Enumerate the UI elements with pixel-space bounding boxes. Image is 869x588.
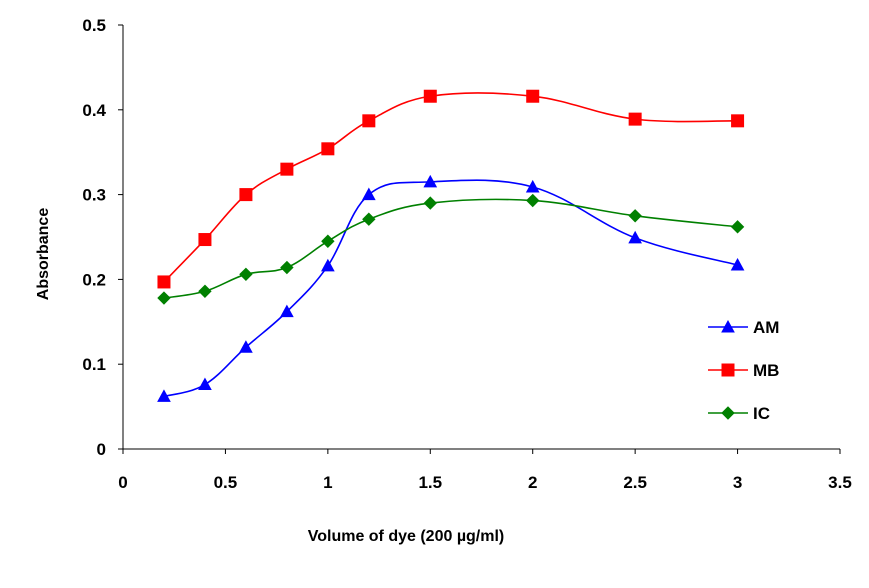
- data-point-mb: [280, 162, 294, 176]
- data-point-ic: [157, 291, 171, 305]
- data-point-mb: [198, 233, 212, 247]
- x-ticks: 0 0.5 1 1.5 2 2.5 3 3.5: [118, 449, 852, 492]
- series-line-ic: [163, 198, 738, 299]
- data-point-am: [321, 258, 335, 272]
- legend-marker-mb: [721, 363, 735, 377]
- legend-label-ic: IC: [753, 404, 770, 423]
- data-point-ic: [321, 234, 335, 248]
- x-axis-title: Volume of dye (200 µg/ml): [308, 528, 505, 545]
- y-tick-label: 0.2: [82, 270, 106, 289]
- x-tick-label: 3: [733, 473, 742, 492]
- y-tick-label: 0: [97, 440, 106, 459]
- data-point-ic: [526, 193, 540, 208]
- legend-marker-ic: [721, 406, 735, 420]
- series-layer: [157, 89, 745, 402]
- data-point-ic: [423, 196, 437, 210]
- x-tick-label: 1.5: [418, 473, 442, 492]
- x-tick-label: 2.5: [623, 473, 647, 492]
- data-point-mb: [526, 89, 540, 103]
- x-tick-label: 0.5: [214, 473, 238, 492]
- legend-label-mb: MB: [753, 361, 779, 380]
- data-point-am: [730, 257, 745, 271]
- data-point-am: [157, 389, 171, 402]
- data-point-ic: [362, 212, 376, 226]
- y-tick-label: 0.4: [82, 101, 106, 120]
- data-point-mb: [321, 142, 335, 156]
- data-point-ic: [628, 209, 642, 223]
- data-point-am: [525, 179, 540, 193]
- data-point-mb: [731, 114, 745, 128]
- data-point-ic: [730, 220, 745, 234]
- data-point-mb: [362, 114, 376, 128]
- data-point-am: [423, 174, 438, 188]
- data-point-mb: [157, 275, 171, 289]
- x-tick-label: 2: [528, 473, 537, 492]
- data-point-ic: [239, 267, 253, 282]
- data-point-ic: [280, 260, 294, 275]
- data-point-am: [280, 304, 294, 318]
- x-tick-label: 3.5: [828, 473, 852, 492]
- data-point-mb: [628, 112, 642, 126]
- legend-marker-am: [721, 319, 735, 333]
- y-ticks: 0 0.1 0.2 0.3 0.4 0.5: [82, 16, 123, 459]
- data-point-am: [239, 340, 253, 353]
- y-axis-title: Absorbance: [35, 208, 52, 301]
- data-point-mb: [239, 188, 253, 202]
- y-tick-label: 0.5: [82, 16, 106, 35]
- y-tick-label: 0.3: [82, 186, 106, 205]
- data-point-am: [628, 230, 642, 244]
- legend: AM MB IC: [708, 318, 779, 423]
- series-line-am: [163, 179, 738, 398]
- series-line-mb: [163, 92, 738, 283]
- data-point-mb: [423, 89, 437, 103]
- x-tick-label: 0: [118, 473, 127, 492]
- x-tick-label: 1: [323, 473, 332, 492]
- data-point-am: [361, 187, 376, 201]
- data-point-am: [198, 377, 212, 391]
- data-point-ic: [198, 284, 212, 298]
- y-tick-label: 0.1: [82, 355, 106, 374]
- legend-label-am: AM: [753, 318, 779, 337]
